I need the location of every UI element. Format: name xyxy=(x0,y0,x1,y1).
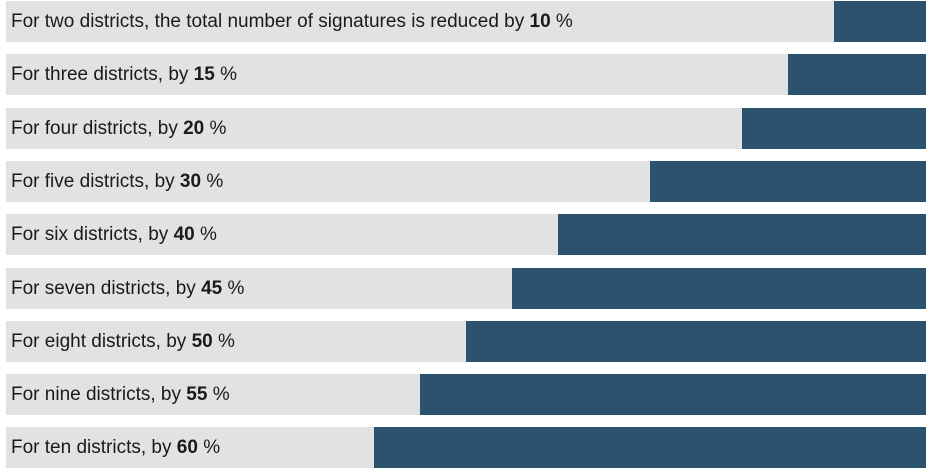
bar-label-prefix: For eight districts, by xyxy=(11,330,192,352)
bar-row: For seven districts, by 45 % xyxy=(6,267,926,309)
bar-fill xyxy=(650,160,926,202)
bar-row: For four districts, by 20 % xyxy=(6,107,926,149)
bar-row: For three districts, by 15 % xyxy=(6,54,926,96)
bar-label-prefix: For three districts, by xyxy=(11,64,194,86)
bar-value: 55 xyxy=(186,384,208,406)
bar-label-prefix: For two districts, the total number of s… xyxy=(11,11,530,32)
bar-label-prefix: For six districts, by xyxy=(11,224,174,246)
bar-unit: % xyxy=(204,117,227,139)
bar-fill xyxy=(420,374,926,416)
bar-fill xyxy=(558,214,926,256)
bar-value: 60 xyxy=(176,437,198,459)
bar-label-prefix: For five districts, by xyxy=(11,170,180,192)
bar-fill xyxy=(512,267,926,309)
bar-value: 15 xyxy=(193,64,215,86)
bar-fill xyxy=(374,427,926,468)
bar-value: 30 xyxy=(179,170,202,192)
bar-label: For eight districts, by 50 % xyxy=(11,321,235,362)
bar-label-prefix: For nine districts, by xyxy=(11,384,187,406)
bar-unit: % xyxy=(222,277,245,299)
bar-unit: % xyxy=(214,64,237,86)
bar-fill xyxy=(466,320,926,362)
bar-label: For ten districts, by 60 % xyxy=(11,427,220,468)
bar-row: For six districts, by 40 % xyxy=(6,214,926,256)
bar-row: For ten districts, by 60 % xyxy=(6,427,926,468)
bar-unit: % xyxy=(550,11,573,32)
bar-row: For five districts, by 30 % xyxy=(6,160,926,202)
bar-label-prefix: For four districts, by xyxy=(11,117,184,139)
bar-unit: % xyxy=(212,330,235,352)
bar-unit: % xyxy=(197,437,221,459)
bar-label: For two districts, the total number of s… xyxy=(11,1,573,42)
bar-label: For seven districts, by 45 % xyxy=(11,268,244,309)
bar-label-prefix: For ten districts, by xyxy=(11,437,177,459)
bar-row: For eight districts, by 50 % xyxy=(6,320,926,362)
bar-value: 10 xyxy=(529,11,551,32)
bar-label: For three districts, by 15 % xyxy=(11,54,237,95)
bar-value: 40 xyxy=(173,224,195,246)
bar-label: For nine districts, by 55 % xyxy=(11,374,230,415)
bar-label-prefix: For seven districts, by xyxy=(11,277,202,299)
bar-value: 20 xyxy=(183,117,205,139)
bar-fill xyxy=(788,54,926,96)
bar-value: 50 xyxy=(191,330,213,352)
bar-unit: % xyxy=(201,170,224,192)
bar-fill xyxy=(834,1,926,42)
bar-unit: % xyxy=(194,224,217,246)
bar-label: For five districts, by 30 % xyxy=(11,161,223,202)
bar-row: For nine districts, by 55 % xyxy=(6,374,926,416)
bar-label: For six districts, by 40 % xyxy=(11,214,217,255)
bar-row: For two districts, the total number of s… xyxy=(6,1,926,42)
bar-value: 45 xyxy=(201,277,223,299)
bar-fill xyxy=(742,107,926,149)
bar-unit: % xyxy=(207,384,230,406)
bar-label: For four districts, by 20 % xyxy=(11,108,226,149)
